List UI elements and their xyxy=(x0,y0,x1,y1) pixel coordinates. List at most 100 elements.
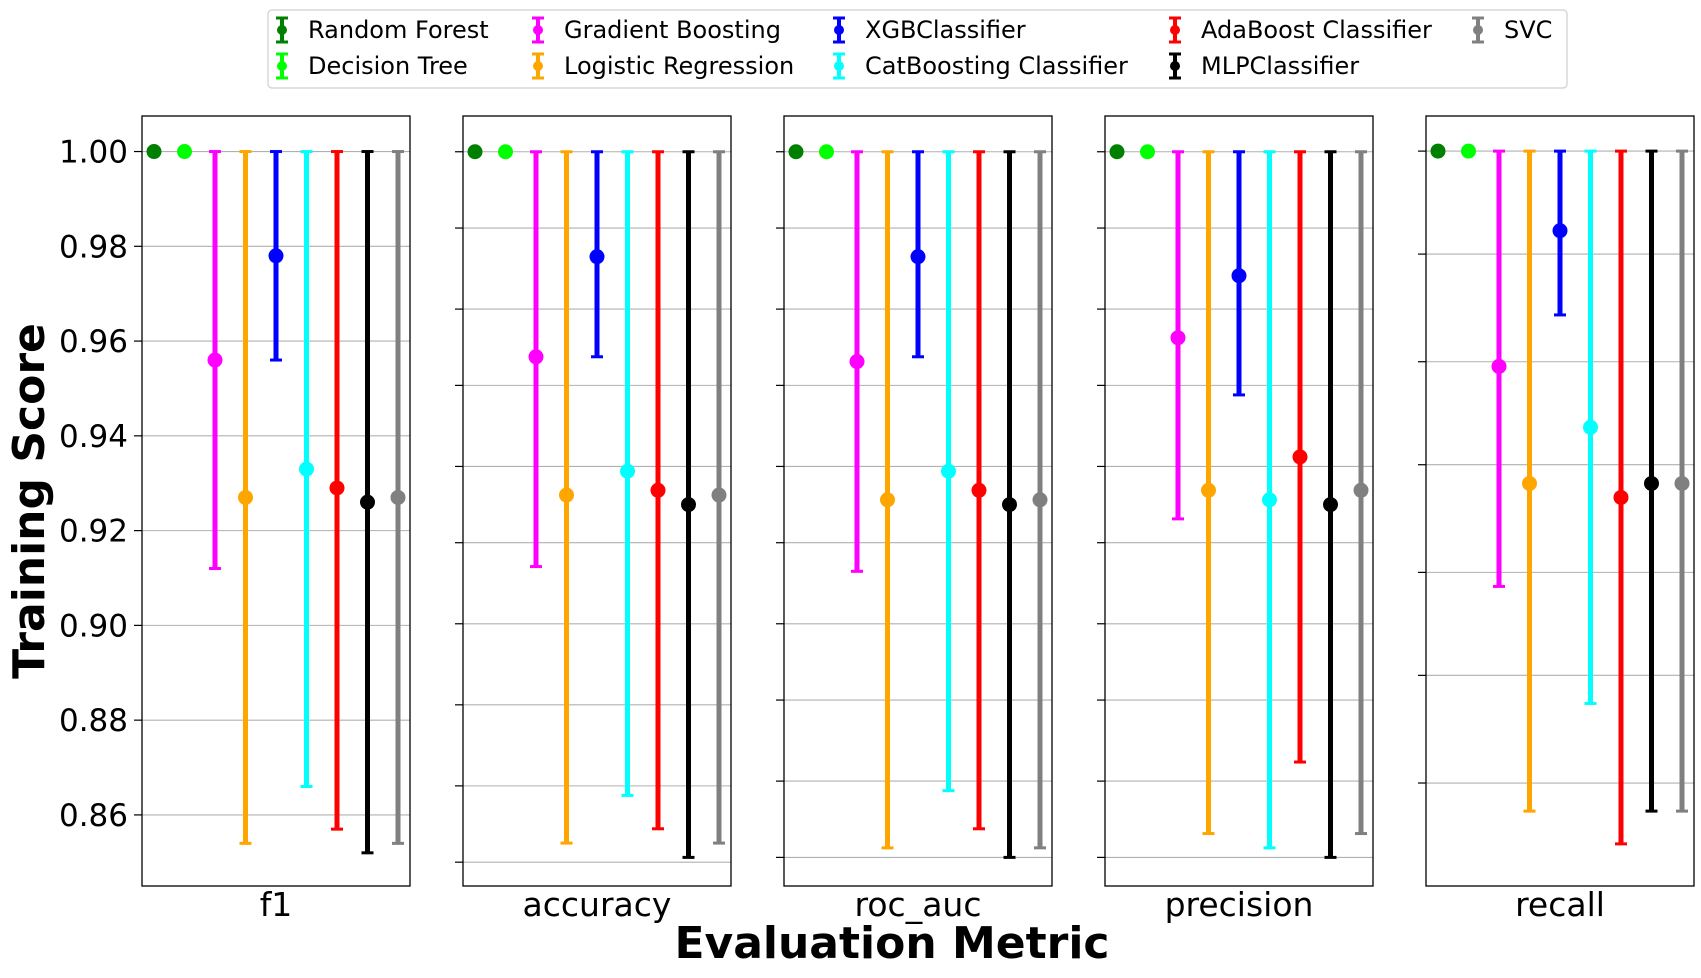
data-point-decision-tree xyxy=(177,144,192,160)
data-point-gradient-boosting xyxy=(849,150,865,573)
legend-item: XGBClassifier xyxy=(833,16,1026,44)
mean-marker xyxy=(559,487,574,503)
mean-marker xyxy=(467,144,483,160)
x-axis-title: Evaluation Metric xyxy=(674,918,1109,969)
mean-marker xyxy=(910,249,926,265)
data-point-logistic-regression xyxy=(1522,149,1537,813)
panel-frame xyxy=(783,115,1053,887)
mean-marker xyxy=(498,144,513,160)
panel-frame xyxy=(1104,115,1374,887)
y-tick-label: 1.00 xyxy=(59,135,128,171)
data-point-gradient-boosting xyxy=(528,150,544,569)
mean-marker xyxy=(1201,482,1216,498)
legend-marker-dot xyxy=(834,25,844,35)
legend-item: Gradient Boosting xyxy=(532,16,781,44)
data-point-svc xyxy=(390,150,406,845)
data-point-xgbclassifier xyxy=(589,150,605,359)
data-point-svc xyxy=(1353,150,1369,836)
data-point-logistic-regression xyxy=(1201,150,1216,836)
legend-marker-dot xyxy=(834,61,844,71)
panel-roc_auc: roc_auc xyxy=(776,115,1053,924)
mean-marker xyxy=(299,461,314,477)
legend-item: CatBoosting Classifier xyxy=(833,52,1128,80)
panel-frame xyxy=(141,115,411,887)
legend-label: Decision Tree xyxy=(308,52,468,80)
mean-marker xyxy=(589,249,605,265)
legend-label: XGBClassifier xyxy=(865,16,1026,44)
panel-recall: recall xyxy=(1418,115,1695,924)
data-point-svc xyxy=(1674,149,1690,813)
panel-f1: 1.00 0.98 0.96 0.94 0.92 0.90 0.88 0.86 f1 xyxy=(59,115,411,924)
y-tick-label: 0.92 xyxy=(59,514,128,550)
mean-marker xyxy=(1231,268,1247,284)
panel-accuracy: accuracy xyxy=(455,115,732,924)
mean-marker xyxy=(1491,358,1507,374)
panel-precision: precision xyxy=(1097,115,1374,924)
mean-marker xyxy=(819,144,834,160)
mean-marker xyxy=(1552,223,1568,239)
data-point-adaboost-classifier xyxy=(1292,150,1308,764)
x-category-label: recall xyxy=(1515,885,1605,924)
data-point-mlpclassifier xyxy=(1644,149,1659,813)
data-point-random-forest xyxy=(467,144,483,160)
mean-marker xyxy=(1353,482,1369,498)
legend-label: CatBoosting Classifier xyxy=(865,52,1128,80)
data-point-catboosting-classifier xyxy=(1583,149,1598,705)
data-point-gradient-boosting xyxy=(1170,150,1186,521)
legend-marker-dot xyxy=(1473,25,1483,35)
mean-marker xyxy=(146,144,162,160)
y-tick-label: 0.88 xyxy=(59,703,128,739)
panel-frame xyxy=(1425,115,1695,887)
mean-marker xyxy=(238,489,253,505)
legend-item: AdaBoost Classifier xyxy=(1169,16,1432,44)
legend-label: SVC xyxy=(1504,16,1552,44)
data-point-random-forest xyxy=(788,144,804,160)
data-point-mlpclassifier xyxy=(1323,150,1338,859)
legend-label: Logistic Regression xyxy=(564,52,794,80)
data-point-adaboost-classifier xyxy=(1613,149,1629,846)
legend-marker-dot xyxy=(277,61,287,71)
mean-marker xyxy=(1522,475,1537,491)
data-point-gradient-boosting xyxy=(1491,149,1507,588)
data-point-xgbclassifier xyxy=(268,150,284,362)
legend-label: Random Forest xyxy=(308,16,489,44)
legend-frame xyxy=(267,9,1568,89)
mean-marker xyxy=(681,497,696,513)
data-point-xgbclassifier xyxy=(1231,150,1247,397)
mean-marker xyxy=(177,144,192,160)
data-point-svc xyxy=(711,150,727,845)
mean-marker xyxy=(528,349,544,365)
x-category-label: f1 xyxy=(260,885,293,924)
data-point-decision-tree xyxy=(1140,144,1155,160)
data-point-gradient-boosting xyxy=(207,150,223,571)
mean-marker xyxy=(650,482,666,498)
data-point-logistic-regression xyxy=(559,150,574,845)
mean-marker xyxy=(268,248,284,264)
mean-marker xyxy=(1002,497,1017,513)
data-point-catboosting-classifier xyxy=(620,150,635,797)
data-point-catboosting-classifier xyxy=(299,150,314,788)
x-category-label: roc_auc xyxy=(855,885,982,924)
mean-marker xyxy=(849,354,865,370)
data-point-adaboost-classifier xyxy=(971,150,987,831)
legend-label: AdaBoost Classifier xyxy=(1201,16,1432,44)
mean-marker xyxy=(620,463,635,479)
y-tick-label: 0.96 xyxy=(59,324,128,360)
legend-marker-dot xyxy=(533,61,543,71)
mean-marker xyxy=(1292,449,1308,465)
data-point-logistic-regression xyxy=(880,150,895,850)
mean-marker xyxy=(1170,330,1186,346)
legend-marker-dot xyxy=(277,25,287,35)
legend-label: MLPClassifier xyxy=(1201,52,1359,80)
data-point-catboosting-classifier xyxy=(941,150,956,793)
y-tick-label: 0.90 xyxy=(59,608,128,644)
legend: Random Forest Decision Tree Gradient Boost… xyxy=(267,9,1568,89)
mean-marker xyxy=(1032,492,1048,508)
data-point-logistic-regression xyxy=(238,150,253,845)
legend-label: Gradient Boosting xyxy=(564,16,781,44)
panel-frame xyxy=(462,115,732,887)
data-point-decision-tree xyxy=(819,144,834,160)
mean-marker xyxy=(360,494,375,510)
mean-marker xyxy=(1583,419,1598,435)
